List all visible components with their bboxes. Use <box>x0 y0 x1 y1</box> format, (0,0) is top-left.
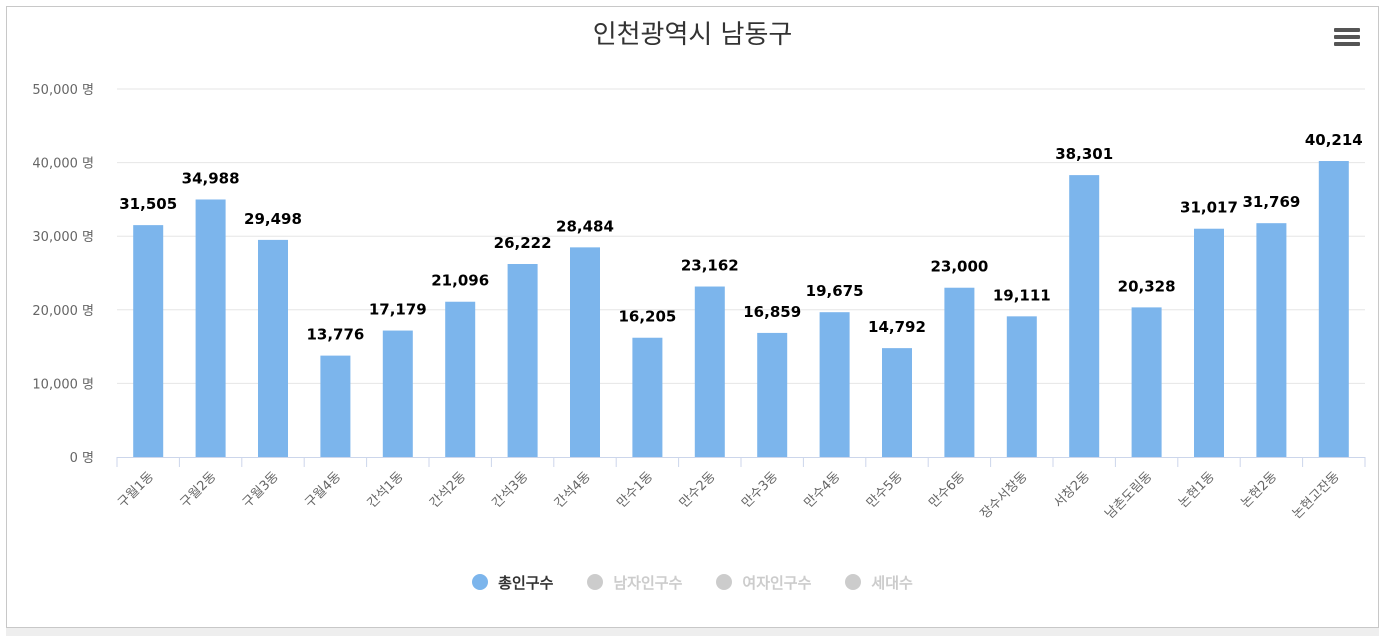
data-label: 38,301 <box>1055 145 1113 163</box>
bar[interactable] <box>382 330 413 457</box>
x-tick-label: 간석1동 <box>365 469 407 511</box>
x-tick-label: 간석3동 <box>490 469 532 511</box>
legend: 총인구수 남자인구수 여자인구수 세대수 <box>0 568 1385 596</box>
x-tick-label: 만수2동 <box>677 469 719 511</box>
x-tick-label: 구월1동 <box>115 469 157 511</box>
legend-label: 총인구수 <box>498 573 554 592</box>
bar[interactable] <box>1131 307 1162 457</box>
x-tick-label: 간석4동 <box>552 469 594 511</box>
legend-marker-icon <box>716 574 733 590</box>
x-tick-label: 논현1동 <box>1176 469 1218 511</box>
x-axis: 구월1동 구월2동 구월3동 구월4동 간석1동 간석2동 간석3동 간석4동 만수1동 만수2동… <box>115 457 1366 522</box>
x-tick-label: 서창2동 <box>1051 469 1093 511</box>
legend-marker-icon <box>845 574 862 590</box>
bar[interactable] <box>445 301 476 457</box>
menu-line <box>1334 35 1360 39</box>
data-label: 14,792 <box>868 318 926 336</box>
data-label: 28,484 <box>556 217 614 235</box>
bar[interactable] <box>133 225 164 457</box>
chart-title: 인천광역시 남동구 <box>592 20 793 50</box>
data-label: 29,498 <box>244 210 302 228</box>
data-label: 34,988 <box>182 169 240 187</box>
menu-line <box>1334 28 1360 32</box>
x-tick-label: 남촌도림동 <box>1103 469 1156 522</box>
data-label: 26,222 <box>494 234 552 252</box>
menu-line <box>1334 42 1360 46</box>
x-tick-label: 간석2동 <box>427 469 469 511</box>
data-label: 31,017 <box>1180 199 1238 217</box>
bar[interactable] <box>632 337 663 457</box>
x-tick-label: 만수6동 <box>926 469 968 511</box>
legend-item[interactable]: 남자인구수 <box>587 572 682 593</box>
bottom-strip <box>6 628 1379 636</box>
x-tick-label: 구월2동 <box>178 469 220 511</box>
data-label: 40,214 <box>1305 131 1363 149</box>
bar[interactable] <box>694 286 725 457</box>
x-tick-label: 만수3동 <box>739 469 781 511</box>
data-label: 13,776 <box>306 326 364 344</box>
y-tick-label: 0 명 <box>70 451 94 466</box>
data-label: 23,162 <box>681 257 739 275</box>
legend-marker-icon <box>587 574 604 590</box>
legend-marker-icon <box>472 574 489 590</box>
bar[interactable] <box>944 287 975 457</box>
data-label: 17,179 <box>369 301 427 319</box>
bar[interactable] <box>1069 175 1100 457</box>
data-label: 21,096 <box>431 272 489 290</box>
legend-label: 세대수 <box>871 573 913 592</box>
bar[interactable] <box>757 332 788 457</box>
bar[interactable] <box>320 355 351 457</box>
legend-item[interactable]: 세대수 <box>845 572 913 593</box>
bar[interactable] <box>1194 228 1224 457</box>
data-label: 19,111 <box>993 286 1051 304</box>
x-tick-label: 구월3동 <box>240 469 282 511</box>
data-label: 31,505 <box>119 195 177 213</box>
data-label: 23,000 <box>930 258 988 276</box>
bars <box>133 161 1349 457</box>
y-tick-label: 30,000 명 <box>32 230 94 245</box>
x-tick-label: 구월4동 <box>302 469 344 511</box>
y-tick-label: 50,000 명 <box>32 83 94 98</box>
data-label: 31,769 <box>1242 193 1300 211</box>
x-tick-label: 장수서창동 <box>978 469 1031 522</box>
bar[interactable] <box>819 312 850 457</box>
y-tick-label: 10,000 명 <box>32 377 94 392</box>
legend-label: 여자인구수 <box>742 573 812 592</box>
legend-item[interactable]: 여자인구수 <box>716 572 811 593</box>
bar[interactable] <box>570 247 600 457</box>
legend-item[interactable]: 총인구수 <box>472 572 553 593</box>
y-axis-labels: 0 명 10,000 명 20,000 명 30,000 명 40,000 명 50,00… <box>32 83 94 466</box>
bar[interactable] <box>882 348 912 457</box>
data-label: 20,328 <box>1118 277 1176 295</box>
bar[interactable] <box>507 264 538 457</box>
x-tick-label: 만수5동 <box>864 469 906 511</box>
x-tick-label: 논현고잔동 <box>1290 469 1343 522</box>
bar[interactable] <box>258 239 288 457</box>
chart-menu-icon[interactable] <box>1334 28 1360 50</box>
bar[interactable] <box>1318 161 1349 457</box>
bar[interactable] <box>1006 316 1037 457</box>
data-label: 16,205 <box>618 308 676 326</box>
legend-label: 남자인구수 <box>613 573 683 592</box>
bar[interactable] <box>195 199 226 457</box>
y-tick-label: 40,000 명 <box>32 157 94 172</box>
data-label: 19,675 <box>806 282 864 300</box>
data-label: 16,859 <box>743 303 801 321</box>
x-tick-label: 만수4동 <box>802 469 844 511</box>
x-tick-label: 논현2동 <box>1238 469 1280 511</box>
grid-layer <box>117 88 1365 384</box>
bar[interactable] <box>1256 223 1287 457</box>
x-tick-label: 만수1동 <box>614 469 656 511</box>
y-tick-label: 20,000 명 <box>32 304 94 319</box>
